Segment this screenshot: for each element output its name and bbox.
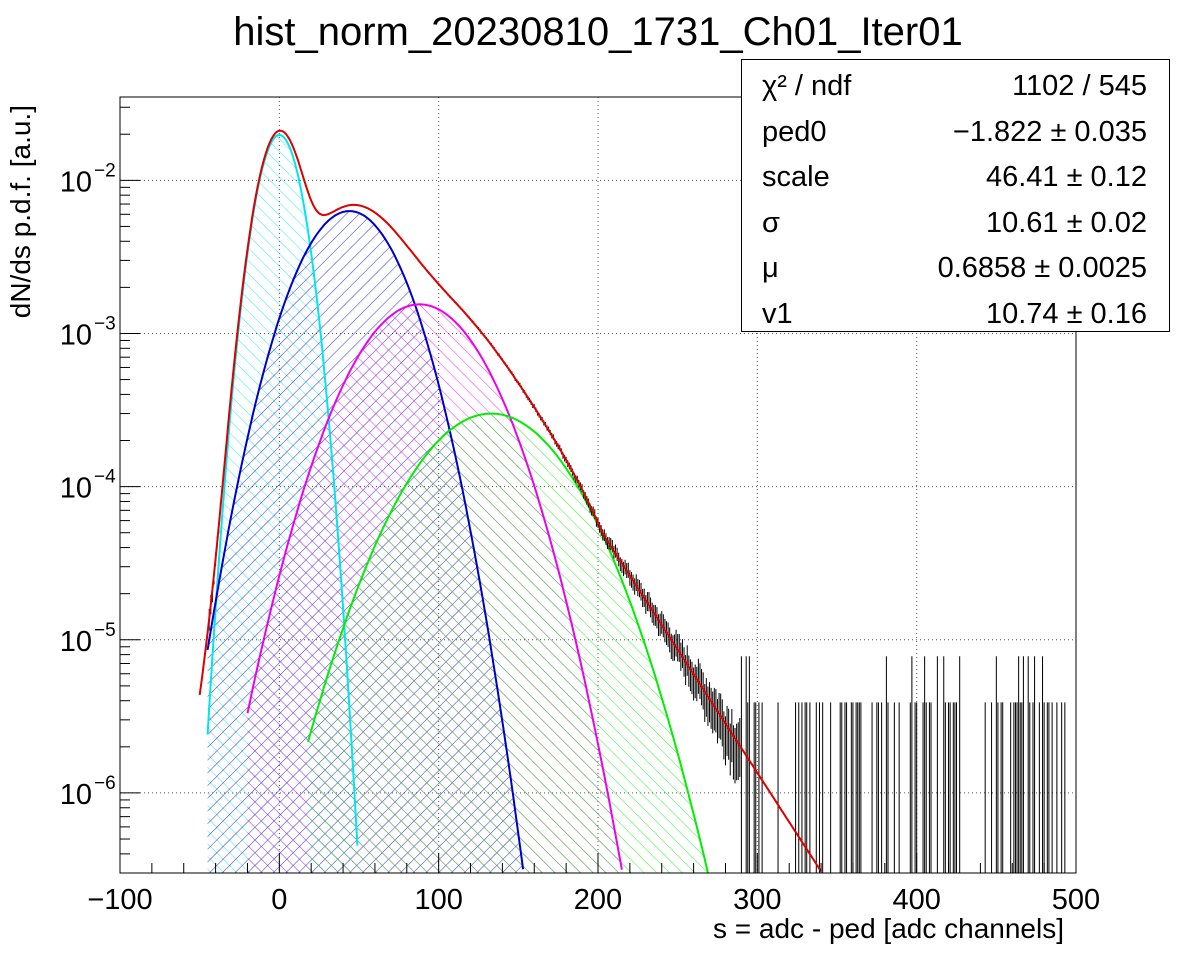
- total-fit: [198, 129, 822, 872]
- y-tick-exponent: −6: [94, 773, 116, 794]
- fit-stats-box: χ² / ndf 1102 / 545 ped0 −1.822 ± 0.035 scal…: [741, 59, 1170, 332]
- stat-key: χ² / ndf: [762, 70, 852, 102]
- stat-row: χ² / ndf 1102 / 545: [762, 70, 1147, 115]
- stat-row: σ 10.61 ± 0.02: [762, 207, 1147, 252]
- stat-key: ped0: [762, 115, 827, 148]
- y-tick-label: 10: [60, 319, 92, 351]
- component-curve-4: [307, 412, 709, 873]
- axes: −100 0 100 200 300 400 50010−610−510−410−310−2…: [5, 105, 1100, 944]
- chart-title: hist_norm_20230810_1731_Ch01_Iter01: [233, 10, 963, 54]
- y-tick-label: 10: [60, 626, 92, 658]
- component-curve-1: [206, 133, 359, 846]
- x-tick-label: 100: [414, 884, 462, 916]
- y-tick-exponent: −5: [94, 620, 116, 641]
- stat-row: μ 0.6858 ± 0.0025: [762, 252, 1147, 297]
- component-fill-4: [308, 413, 708, 873]
- x-tick-label: 400: [892, 884, 940, 916]
- stat-row: ped0 −1.822 ± 0.035: [762, 116, 1147, 161]
- x-tick-label: 0: [271, 884, 287, 916]
- stat-key: σ: [762, 206, 780, 239]
- total-fit-curve: [198, 129, 822, 872]
- stat-value: −1.822 ± 0.035: [952, 115, 1147, 148]
- stat-key: scale: [762, 161, 830, 193]
- x-tick-label: 300: [733, 884, 781, 916]
- component-curve-3: [246, 303, 623, 870]
- y-tick-label: 10: [60, 473, 92, 505]
- x-axis-label: s = adc - ped [adc channels]: [713, 913, 1064, 944]
- component-curves: [206, 133, 709, 873]
- stat-value: 10.74 ± 0.16: [985, 297, 1147, 330]
- y-tick-label: 10: [60, 166, 92, 198]
- stat-value: 0.6858 ± 0.0025: [937, 252, 1147, 284]
- x-tick-label: −100: [87, 884, 152, 916]
- y-tick-exponent: −3: [94, 313, 116, 334]
- y-tick-exponent: −4: [94, 467, 116, 488]
- y-tick-exponent: −2: [94, 160, 116, 181]
- x-tick-label: 200: [574, 884, 622, 916]
- stat-key: μ: [762, 252, 779, 284]
- stat-value: 10.61 ± 0.02: [985, 206, 1147, 239]
- stat-key: v1: [762, 297, 793, 330]
- component-curve-2: [206, 210, 525, 870]
- y-axis-label: dN/ds p.d.f. [a.u.]: [5, 105, 36, 318]
- component-fills: [207, 134, 708, 874]
- stat-value: 1102 / 545: [1012, 70, 1147, 102]
- stat-row: scale 46.41 ± 0.12: [762, 161, 1147, 206]
- y-tick-label: 10: [60, 779, 92, 811]
- stat-row: v1 10.74 ± 0.16: [762, 298, 1147, 343]
- x-tick-label: 500: [1052, 884, 1100, 916]
- stat-value: 46.41 ± 0.12: [985, 161, 1147, 193]
